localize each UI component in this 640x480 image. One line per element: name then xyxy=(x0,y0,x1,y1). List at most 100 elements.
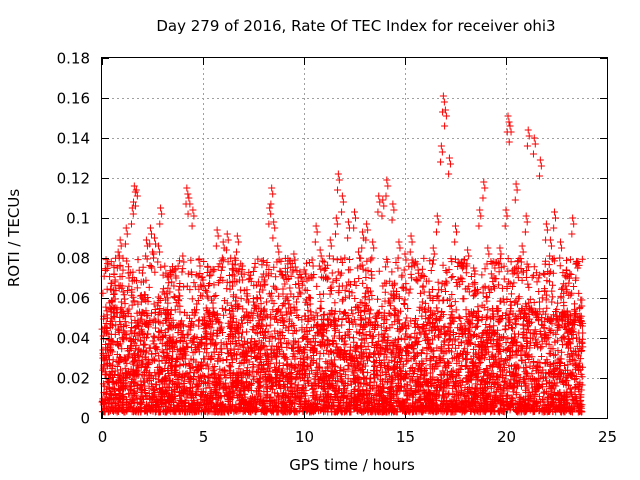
data-point xyxy=(422,308,430,316)
data-point xyxy=(202,362,210,370)
data-point xyxy=(288,389,296,397)
data-point xyxy=(220,407,228,415)
data-point xyxy=(99,395,107,403)
data-point xyxy=(387,388,395,396)
data-point xyxy=(209,339,217,347)
data-point xyxy=(414,341,422,349)
data-point xyxy=(545,315,553,323)
data-point xyxy=(138,398,146,406)
data-point xyxy=(579,335,587,343)
data-point xyxy=(489,343,497,351)
data-point xyxy=(180,360,188,368)
data-point xyxy=(340,367,348,375)
data-point xyxy=(579,329,587,337)
data-point xyxy=(262,406,270,414)
data-point xyxy=(431,309,439,317)
data-point xyxy=(336,351,344,359)
data-point xyxy=(163,346,171,354)
data-point xyxy=(415,324,423,332)
data-point xyxy=(150,332,158,340)
data-point xyxy=(133,382,141,390)
data-point xyxy=(201,391,209,399)
data-point xyxy=(453,371,461,379)
data-point xyxy=(253,322,261,330)
data-point xyxy=(258,344,266,352)
data-point xyxy=(572,375,580,383)
data-point xyxy=(254,395,262,403)
data-point xyxy=(564,351,572,359)
data-point xyxy=(287,368,295,376)
data-point xyxy=(362,387,370,395)
data-point xyxy=(355,374,363,382)
data-point xyxy=(365,352,373,360)
data-point xyxy=(531,326,539,334)
data-point xyxy=(213,401,221,409)
data-point xyxy=(102,319,110,327)
data-point xyxy=(411,316,419,324)
data-point xyxy=(249,323,257,331)
data-point xyxy=(366,310,374,318)
data-point xyxy=(405,402,413,410)
data-point xyxy=(151,388,159,396)
data-point xyxy=(225,361,233,369)
data-point xyxy=(195,317,203,325)
data-point xyxy=(540,388,548,396)
data-point xyxy=(364,398,372,406)
data-point xyxy=(434,333,442,341)
data-point xyxy=(185,361,193,369)
data-point xyxy=(149,337,157,345)
data-point xyxy=(219,404,227,412)
data-point xyxy=(303,376,311,384)
data-point xyxy=(126,371,134,379)
data-point xyxy=(151,356,159,364)
data-point xyxy=(280,318,288,326)
data-point xyxy=(438,308,446,316)
data-point xyxy=(150,315,158,323)
data-point xyxy=(217,326,225,334)
data-point xyxy=(454,404,462,412)
data-point xyxy=(261,342,269,350)
data-point xyxy=(277,368,285,376)
data-point xyxy=(251,338,259,346)
data-point xyxy=(560,332,568,340)
data-point xyxy=(352,320,360,328)
data-point xyxy=(538,333,546,341)
data-point xyxy=(115,359,123,367)
data-point xyxy=(338,321,346,329)
data-point xyxy=(507,376,515,384)
data-point xyxy=(394,372,402,380)
data-point xyxy=(182,370,190,378)
data-point xyxy=(256,313,264,321)
data-point xyxy=(455,394,463,402)
data-point xyxy=(145,384,153,392)
data-point xyxy=(160,348,168,356)
data-point xyxy=(417,330,425,338)
data-point xyxy=(559,334,567,342)
data-point xyxy=(539,402,547,410)
data-point xyxy=(162,373,170,381)
data-point xyxy=(320,384,328,392)
data-point xyxy=(320,325,328,333)
data-point xyxy=(485,333,493,341)
data-point xyxy=(450,381,458,389)
data-point xyxy=(448,368,456,376)
data-point xyxy=(391,364,399,372)
data-point xyxy=(231,340,239,348)
data-point xyxy=(111,400,119,408)
data-point xyxy=(435,325,443,333)
data-point xyxy=(192,391,200,399)
data-point xyxy=(550,351,558,359)
data-point xyxy=(568,402,576,410)
data-point xyxy=(274,329,282,337)
data-point xyxy=(500,360,508,368)
data-point xyxy=(307,401,315,409)
data-point xyxy=(532,377,540,385)
data-point xyxy=(346,402,354,410)
data-point xyxy=(473,392,481,400)
data-point xyxy=(228,359,236,367)
data-point xyxy=(545,383,553,391)
data-point xyxy=(309,335,317,343)
data-point xyxy=(292,407,300,415)
data-point xyxy=(275,359,283,367)
data-point xyxy=(326,359,334,367)
